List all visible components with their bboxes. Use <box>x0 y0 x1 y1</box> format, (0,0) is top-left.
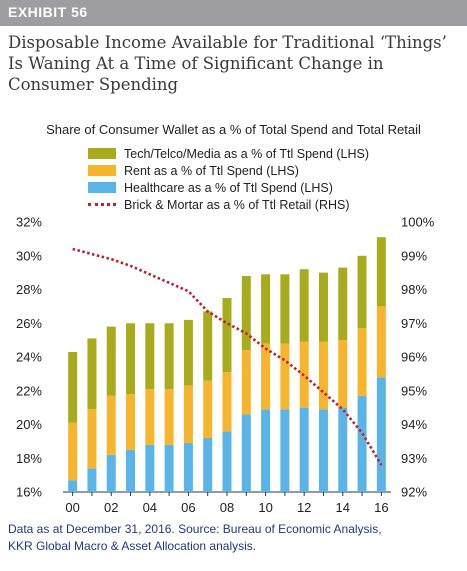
bar-healthcare <box>183 443 193 492</box>
line-brick-mortar <box>72 247 383 466</box>
x-tick-label: 06 <box>181 500 195 515</box>
bar-tech <box>87 338 97 410</box>
headline: Disposable Income Available for Traditio… <box>8 33 447 94</box>
x-tick-label: 02 <box>104 500 118 515</box>
legend-item-rent: Rent as a % of Ttl Spend (LHS) <box>88 162 369 179</box>
legend-label-retail: Brick & Mortar as a % of Ttl Retail (RHS… <box>124 197 350 212</box>
bar-tech <box>241 276 251 351</box>
legend-item-retail: Brick & Mortar as a % of Ttl Retail (RHS… <box>88 196 369 213</box>
legend-swatch-retail <box>88 203 116 206</box>
bar-healthcare <box>126 449 136 492</box>
legend-swatch-health <box>88 182 116 193</box>
bar-healthcare <box>203 438 213 492</box>
y-left-tick-label: 24% <box>16 350 42 365</box>
y-right-tick-label: 96% <box>401 350 427 365</box>
x-tick-label: 08 <box>220 500 234 515</box>
bar-tech <box>222 297 232 373</box>
bar-tech <box>376 237 386 307</box>
legend-swatch-tech <box>88 148 116 159</box>
x-tick-label: 00 <box>65 500 79 515</box>
y-right-tick-label: 99% <box>401 248 427 263</box>
bar-rent <box>338 340 348 408</box>
bar-tech <box>68 351 78 423</box>
bar-rent <box>164 389 174 445</box>
bar-rent <box>318 341 328 410</box>
bar-tech <box>357 255 367 329</box>
bar-rent <box>183 385 193 444</box>
x-tick-label: 14 <box>336 500 350 515</box>
x-tick-label: 12 <box>297 500 311 515</box>
y-left-tick-label: 22% <box>16 383 42 398</box>
bar-healthcare <box>145 444 155 492</box>
legend-item-health: Healthcare as a % of Ttl Spend (LHS) <box>88 179 369 196</box>
y-right-tick-label: 100% <box>401 215 435 230</box>
bar-healthcare <box>87 468 97 492</box>
x-tick-label: 16 <box>374 500 388 515</box>
legend-label-health: Healthcare as a % of Ttl Spend (LHS) <box>124 180 333 195</box>
y-right-tick-label: 98% <box>401 282 427 297</box>
legend-label-tech: Tech/Telco/Media as a % of Ttl Spend (LH… <box>124 146 370 161</box>
bar-rent <box>87 409 97 469</box>
y-right-tick-label: 97% <box>401 316 427 331</box>
bar-rent <box>126 394 136 450</box>
chart-title: Share of Consumer Wallet as a % of Total… <box>46 122 421 137</box>
bar-tech <box>203 311 213 381</box>
bar-healthcare <box>164 444 174 492</box>
y-left-tick-label: 20% <box>16 417 42 432</box>
bar-healthcare <box>261 409 271 492</box>
bar-healthcare <box>68 480 78 492</box>
y-left-tick-label: 28% <box>16 282 42 297</box>
bar-healthcare <box>338 407 348 492</box>
bar-rent <box>222 372 232 432</box>
y-left-tick-label: 32% <box>16 215 42 230</box>
bar-rent <box>106 395 116 455</box>
bar-tech <box>106 326 116 396</box>
bar-rent <box>203 380 213 438</box>
bar-tech <box>280 274 290 344</box>
y-right-tick-label: 94% <box>401 417 427 432</box>
bar-rent <box>241 350 251 415</box>
source-line-1: Data as at December 31, 2016. Source: Bu… <box>8 522 382 536</box>
chart-plot: 16% 18% 20% 22% 24% 26% 28% 30% 32% 92% 93% 94% 95% 9… <box>16 215 435 516</box>
y-left-tick-label: 16% <box>16 485 42 500</box>
bar-healthcare <box>376 377 386 492</box>
legend-item-tech: Tech/Telco/Media as a % of Ttl Spend (LH… <box>88 145 369 162</box>
bar-rent <box>261 343 271 410</box>
bar-rent <box>376 306 386 378</box>
bar-rent <box>357 328 367 396</box>
bar-healthcare <box>106 454 116 492</box>
y-right-tick-label: 93% <box>401 451 427 466</box>
bar-tech <box>299 269 309 342</box>
bar-healthcare <box>222 431 232 492</box>
y-right-tick-label: 92% <box>401 485 427 500</box>
legend: Tech/Telco/Media as a % of Ttl Spend (LH… <box>88 145 369 213</box>
exhibit-label: EXHIBIT 56 <box>8 4 88 20</box>
bar-tech <box>183 319 193 386</box>
bar-tech <box>338 267 348 341</box>
bar-healthcare <box>280 409 290 492</box>
y-right-tick-label: 95% <box>401 383 427 398</box>
bar-tech <box>261 274 271 344</box>
legend-label-rent: Rent as a % of Ttl Spend (LHS) <box>124 163 299 178</box>
source-note: Data as at December 31, 2016. Source: Bu… <box>8 521 463 555</box>
source-line-2: KKR Global Macro & Asset Allocation anal… <box>8 539 257 553</box>
y-left-tick-label: 18% <box>16 451 42 466</box>
bar-rent <box>68 422 78 481</box>
x-tick-label: 04 <box>143 500 157 515</box>
bar-rent <box>280 343 290 410</box>
legend-swatch-rent <box>88 165 116 176</box>
x-tick-label: 10 <box>258 500 272 515</box>
bar-tech <box>126 323 136 395</box>
bar-healthcare <box>299 407 309 492</box>
y-left-tick-label: 30% <box>16 248 42 263</box>
bar-tech <box>318 272 328 342</box>
bar-healthcare <box>241 414 251 492</box>
exhibit-bar: EXHIBIT 56 <box>0 0 467 26</box>
bar-healthcare <box>357 395 367 492</box>
y-left-tick-label: 26% <box>16 316 42 331</box>
bar-healthcare <box>318 409 328 492</box>
bar-rent <box>145 389 155 445</box>
bar-tech <box>145 323 155 390</box>
bar-tech <box>164 323 174 390</box>
